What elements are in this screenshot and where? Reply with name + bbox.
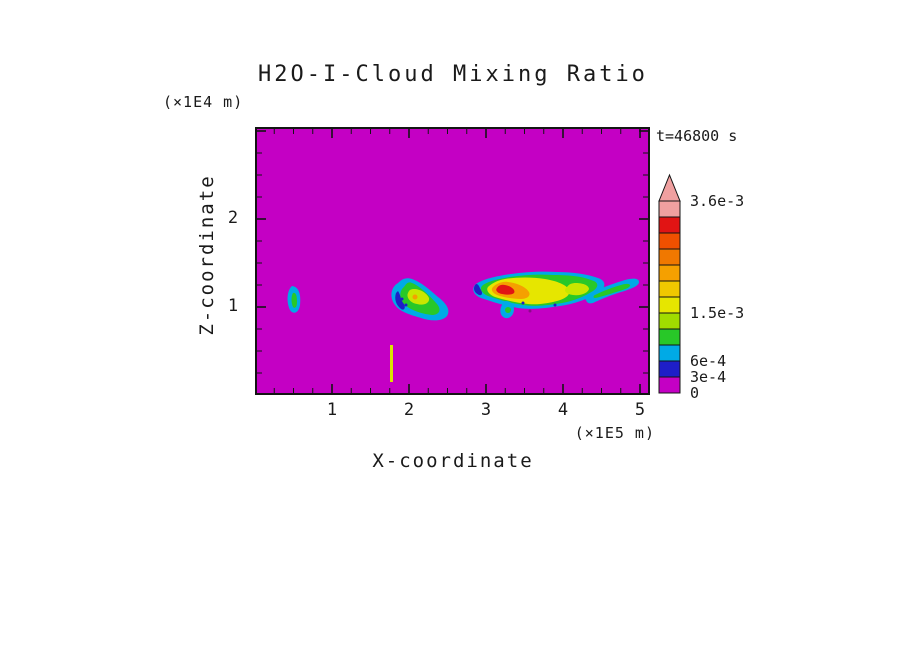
colorbar-segment [658, 376, 681, 394]
colorbar-segment [658, 312, 681, 330]
cloud-feature-thin-column [390, 345, 393, 382]
x-axis-label: X-coordinate [372, 450, 534, 472]
x-tick-label: 3 [480, 400, 492, 420]
colorbar-segment [658, 280, 681, 298]
colorbar-segment [658, 344, 681, 362]
colorbar-segment [658, 328, 681, 346]
colorbar-segment [658, 216, 681, 234]
y-tick-label: 2 [227, 208, 239, 228]
cloud-feature-right-streak [584, 278, 639, 304]
cloud-feature-mid [391, 278, 449, 321]
colorbar-segment [658, 232, 681, 250]
colorbar-segment [658, 248, 681, 266]
field-background [255, 127, 650, 395]
colorbar-tick-label: 3e-4 [690, 368, 727, 386]
plot-frame [255, 127, 650, 395]
x-tick-label: 4 [557, 400, 569, 420]
time-annotation: t=46800 s [656, 127, 738, 145]
colorbar-segment [658, 264, 681, 282]
colorbar-tick-label: 0 [690, 384, 700, 402]
x-axis-unit: (×1E5 m) [574, 424, 655, 442]
cloud-feature-small-left [287, 286, 301, 313]
heatmap-field [255, 127, 650, 395]
y-axis-unit: (×1E4 m) [163, 93, 244, 111]
colorbar-segment [658, 360, 681, 378]
colorbar-svg [658, 173, 681, 394]
cloud-feature-large [473, 271, 605, 319]
colorbar-tick-label: 1.5e-3 [690, 304, 745, 322]
colorbar [655, 163, 719, 403]
chart-title: H2O-I-Cloud Mixing Ratio [258, 62, 648, 87]
colorbar-segment [658, 296, 681, 314]
colorbar-tick-labels: 3.6e-3 1.5e-3 6e-4 3e-4 0 [690, 163, 770, 403]
x-tick-label: 5 [634, 400, 646, 420]
x-tick-label: 1 [326, 400, 338, 420]
plot-area [255, 127, 650, 395]
colorbar-segment [658, 200, 681, 218]
x-tick-labels: 1 2 3 4 5 [255, 400, 650, 420]
colorbar-overflow-arrow [658, 173, 681, 202]
colorbar-tick-label: 3.6e-3 [690, 192, 745, 210]
y-axis-label: Z-coordinate [196, 174, 218, 336]
x-tick-label: 2 [403, 400, 415, 420]
y-tick-label: 1 [227, 296, 239, 316]
colorbar-tick-label: 6e-4 [690, 352, 727, 370]
